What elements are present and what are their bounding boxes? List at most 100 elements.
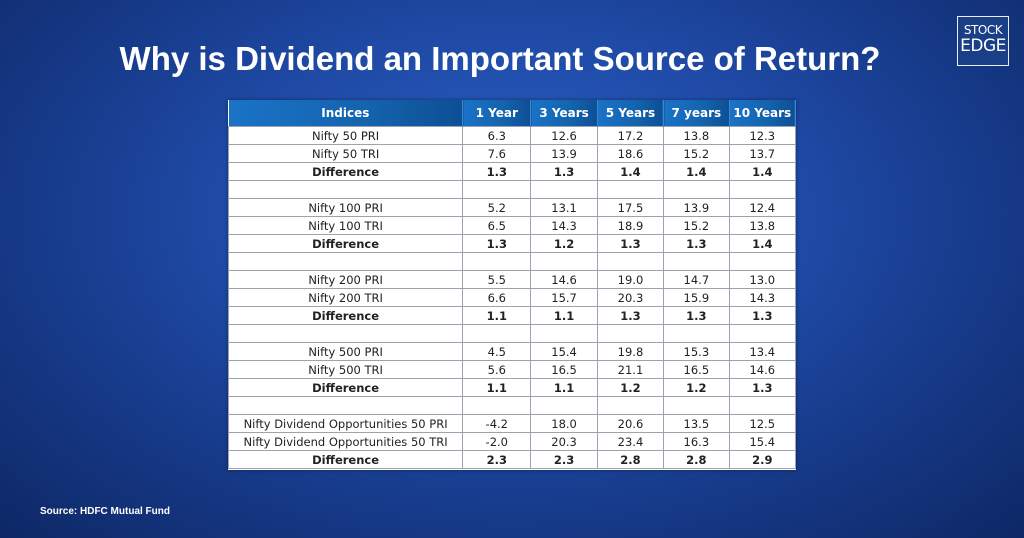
value-cell: 15.7 (530, 288, 598, 307)
value-cell (462, 324, 532, 343)
value-cell: 13.9 (530, 144, 598, 163)
value-cell (462, 252, 532, 271)
value-cell: 1.3 (663, 234, 730, 253)
header-3-years: 3 Years (530, 100, 598, 127)
value-cell (462, 180, 532, 199)
value-cell: 2.8 (596, 450, 665, 469)
value-cell: 5.2 (462, 198, 532, 217)
table-row: Nifty Dividend Opportunities 50 TRI -2.0 2… (227, 432, 797, 451)
value-cell (530, 252, 598, 271)
index-name-cell: Nifty Dividend Opportunities 50 TRI (227, 432, 464, 451)
value-cell: 14.6 (530, 270, 598, 289)
value-cell: 13.9 (663, 198, 730, 217)
value-cell (596, 180, 665, 199)
table-row: Nifty 50 TRI 7.6 13.9 18.6 15.2 13.7 (227, 144, 797, 163)
value-cell: 1.3 (462, 162, 532, 181)
value-cell (728, 252, 797, 271)
value-cell: 1.4 (596, 162, 665, 181)
value-cell: 1.3 (462, 234, 532, 253)
difference-row: Difference 1.1 1.1 1.2 1.2 1.3 (227, 378, 797, 397)
table-row: Nifty 500 TRI 5.6 16.5 21.1 16.5 14.6 (227, 360, 797, 379)
value-cell: 19.8 (596, 342, 665, 361)
value-cell: 15.2 (663, 144, 730, 163)
value-cell: 6.5 (462, 216, 532, 235)
index-name-cell: Nifty 200 PRI (227, 270, 464, 289)
value-cell: 20.3 (596, 288, 665, 307)
value-cell: 1.2 (663, 378, 730, 397)
header-5-years: 5 Years (597, 100, 665, 127)
value-cell: 2.3 (462, 450, 532, 469)
index-name-cell: Nifty 100 TRI (227, 216, 464, 235)
spacer-row (227, 252, 797, 271)
value-cell: 1.4 (728, 162, 797, 181)
value-cell: 12.4 (728, 198, 797, 217)
header-7-years: 7 years (663, 100, 730, 127)
index-name-cell: Nifty 100 PRI (227, 198, 464, 217)
value-cell (530, 180, 598, 199)
value-cell: 1.3 (663, 306, 730, 325)
value-cell: 13.7 (728, 144, 797, 163)
value-cell: 16.5 (530, 360, 598, 379)
value-cell (728, 396, 797, 415)
value-cell (462, 396, 532, 415)
value-cell (663, 396, 730, 415)
value-cell: 17.5 (596, 198, 665, 217)
value-cell: 1.4 (663, 162, 730, 181)
index-name-cell: Difference (227, 162, 464, 181)
table-body: Nifty 50 PRI 6.3 12.6 17.2 13.8 12.3 Nifty 50 … (227, 126, 797, 469)
value-cell: 1.1 (530, 306, 598, 325)
index-name-cell: Difference (227, 306, 464, 325)
value-cell: 5.6 (462, 360, 532, 379)
value-cell: 17.2 (596, 126, 665, 145)
value-cell: -4.2 (462, 414, 532, 433)
index-name-cell: Difference (227, 234, 464, 253)
value-cell: 15.3 (663, 342, 730, 361)
table-header-row: Indices 1 Year 3 Years 5 Years 7 years 1… (228, 100, 797, 127)
stockedge-logo: STOCK EDGE (957, 16, 1009, 66)
value-cell: 14.3 (728, 288, 797, 307)
value-cell: 1.4 (728, 234, 797, 253)
table-row: Nifty 100 PRI 5.2 13.1 17.5 13.9 12.4 (227, 198, 797, 217)
difference-row: Difference 1.1 1.1 1.3 1.3 1.3 (227, 306, 797, 325)
value-cell: 12.3 (728, 126, 797, 145)
value-cell: 1.3 (530, 162, 598, 181)
index-name-cell: Nifty 200 TRI (227, 288, 464, 307)
value-cell: 18.0 (530, 414, 598, 433)
value-cell: 1.3 (728, 306, 797, 325)
value-cell: 14.7 (663, 270, 730, 289)
value-cell: 20.3 (530, 432, 598, 451)
index-name-cell: Nifty 50 PRI (227, 126, 464, 145)
value-cell (596, 252, 665, 271)
value-cell: 15.4 (728, 432, 797, 451)
value-cell: 2.3 (530, 450, 598, 469)
value-cell: 13.8 (663, 126, 730, 145)
table-row: Nifty 200 PRI 5.5 14.6 19.0 14.7 13.0 (227, 270, 797, 289)
value-cell: 1.1 (462, 306, 532, 325)
value-cell: 1.3 (596, 306, 665, 325)
index-name-cell: Nifty 500 TRI (227, 360, 464, 379)
value-cell: 14.6 (728, 360, 797, 379)
value-cell: 15.4 (530, 342, 598, 361)
value-cell: 13.5 (663, 414, 730, 433)
table-row: Nifty 500 PRI 4.5 15.4 19.8 15.3 13.4 (227, 342, 797, 361)
returns-table-container: Indices 1 Year 3 Years 5 Years 7 years 1… (227, 100, 797, 470)
value-cell: 12.6 (530, 126, 598, 145)
value-cell: 20.6 (596, 414, 665, 433)
value-cell (530, 324, 598, 343)
value-cell: 18.6 (596, 144, 665, 163)
value-cell (728, 324, 797, 343)
value-cell (530, 396, 598, 415)
returns-table: Indices 1 Year 3 Years 5 Years 7 years 1… (227, 100, 797, 469)
value-cell: 13.0 (728, 270, 797, 289)
index-name-cell: Nifty Dividend Opportunities 50 PRI (227, 414, 464, 433)
value-cell: 6.6 (462, 288, 532, 307)
value-cell: 19.0 (596, 270, 665, 289)
value-cell: 1.2 (596, 378, 665, 397)
value-cell: 13.1 (530, 198, 598, 217)
value-cell: 1.2 (530, 234, 598, 253)
value-cell: 2.9 (728, 450, 797, 469)
spacer-row (227, 324, 797, 343)
value-cell: -2.0 (462, 432, 532, 451)
value-cell: 1.1 (530, 378, 598, 397)
value-cell: 16.3 (663, 432, 730, 451)
